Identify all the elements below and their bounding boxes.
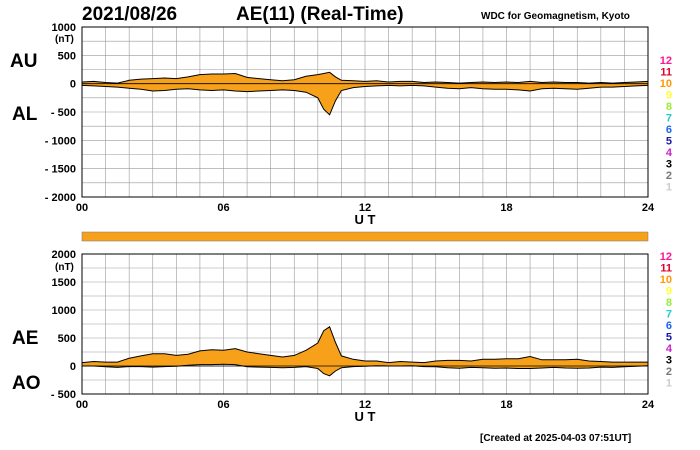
y-tick-label: 500 [58, 50, 76, 62]
scale-label: 9 [666, 286, 672, 298]
scale-label: 3 [666, 355, 672, 367]
y-tick-label: 500 [58, 333, 76, 345]
scale-label: 10 [660, 78, 672, 90]
scale-label: 12 [660, 55, 672, 67]
al-label: AL [12, 104, 38, 125]
scale-label: 6 [666, 320, 672, 332]
x-tick-label: 12 [359, 399, 371, 411]
scale-label: 11 [660, 263, 672, 275]
separator-bar [81, 231, 649, 242]
y-tick-label: 0 [70, 79, 76, 91]
x-tick-label: 06 [217, 202, 229, 214]
scale-label: 8 [666, 297, 672, 309]
created-timestamp: [Created at 2025-04-03 07:51UT] [480, 433, 632, 444]
scale-label: 5 [666, 332, 672, 344]
series-line-au [81, 71, 649, 84]
x-tick-label: 18 [500, 399, 512, 411]
x-tick-label: 18 [500, 202, 512, 214]
scale-label: 1 [666, 182, 672, 194]
scale-label: 12 [660, 251, 672, 263]
y-tick-label: 1000 [52, 305, 76, 317]
y-tick-label: 1500 [52, 277, 76, 289]
scale-label: 9 [666, 90, 672, 102]
plot-frame-0 [81, 26, 649, 198]
series-line-ae [81, 326, 648, 364]
scale-label: 2 [666, 170, 672, 182]
envelope-fill-1 [82, 326, 648, 376]
scale-label: 2 [666, 366, 672, 378]
scale-label: 11 [660, 67, 672, 79]
ao-label: AO [12, 373, 41, 394]
scale-label: 4 [666, 343, 673, 355]
scale-label: 3 [666, 159, 672, 171]
y-tick-label: 2000 [52, 249, 76, 261]
unit-label-bottom: (nT) [55, 262, 74, 273]
scale-label: 10 [660, 274, 672, 286]
envelope-fill-0 [82, 72, 648, 115]
y-tick-label: - 2000 [45, 192, 76, 204]
y-tick-label: - 1000 [45, 135, 76, 147]
y-tick-label: - 1500 [45, 164, 76, 176]
unit-label-top: (nT) [55, 34, 74, 45]
scale-label: 7 [666, 309, 672, 321]
scale-label: 5 [666, 136, 672, 148]
x-tick-label: 00 [76, 399, 88, 411]
scale-label: 7 [666, 113, 672, 125]
chart-date: 2021/08/26 [82, 4, 178, 25]
x-tick-label: 24 [642, 399, 655, 411]
plot-frame-1 [81, 253, 649, 395]
series-line-al [81, 84, 649, 116]
x-tick-label: 00 [76, 202, 88, 214]
ae-label: AE [12, 328, 39, 349]
x-axis-label: U T [355, 409, 376, 424]
x-tick-label: 06 [217, 399, 229, 411]
scale-label: 1 [666, 378, 672, 390]
x-tick-label: 12 [359, 202, 371, 214]
y-tick-label: - 500 [51, 107, 76, 119]
au-label: AU [10, 51, 38, 72]
y-tick-label: - 500 [51, 389, 76, 401]
y-tick-label: 1000 [52, 22, 76, 34]
y-tick-label: 0 [70, 361, 76, 373]
chart-source: WDC for Geomagnetism, Kyoto [481, 11, 630, 22]
x-tick-label: 24 [642, 202, 655, 214]
scale-label: 8 [666, 101, 672, 113]
x-axis-label: U T [355, 212, 376, 227]
chart-title: AE(11) (Real-Time) [236, 4, 404, 25]
scale-label: 4 [666, 147, 673, 159]
scale-label: 6 [666, 124, 672, 136]
